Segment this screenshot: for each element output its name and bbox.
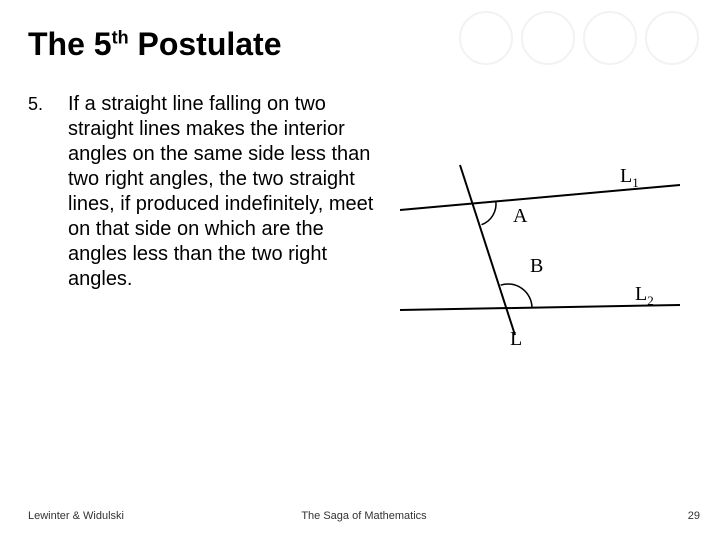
title-prefix: The 5 xyxy=(28,26,112,62)
decor-circle-3 xyxy=(582,10,638,66)
footer-center: The Saga of Mathematics xyxy=(301,510,426,522)
slide-title: The 5th Postulate xyxy=(28,26,282,63)
label-l2: L2 xyxy=(635,283,654,308)
line-l2 xyxy=(400,305,680,310)
decor-circle-2 xyxy=(520,10,576,66)
list-marker: 5. xyxy=(28,92,68,292)
label-a: A xyxy=(513,205,528,227)
title-suffix: Postulate xyxy=(129,26,282,62)
diagram-svg: L1 L2 L A B xyxy=(390,150,690,350)
decor-circles xyxy=(458,10,700,66)
footer: Lewinter & Widulski The Saga of Mathemat… xyxy=(28,510,700,522)
label-l: L xyxy=(510,328,522,350)
title-super: th xyxy=(112,27,129,47)
label-l1: L1 xyxy=(620,165,639,190)
parallel-postulate-diagram: L1 L2 L A B xyxy=(390,150,690,350)
footer-right: 29 xyxy=(688,510,700,522)
body: 5. If a straight line falling on two str… xyxy=(28,92,388,292)
decor-circle-1 xyxy=(458,10,514,66)
postulate-text: If a straight line falling on two straig… xyxy=(68,92,388,292)
slide: The 5th Postulate 5. If a straight line … xyxy=(0,0,720,540)
footer-left: Lewinter & Widulski xyxy=(28,510,124,522)
decor-circle-4 xyxy=(644,10,700,66)
label-b: B xyxy=(530,255,543,277)
angle-arc-a xyxy=(482,201,496,225)
